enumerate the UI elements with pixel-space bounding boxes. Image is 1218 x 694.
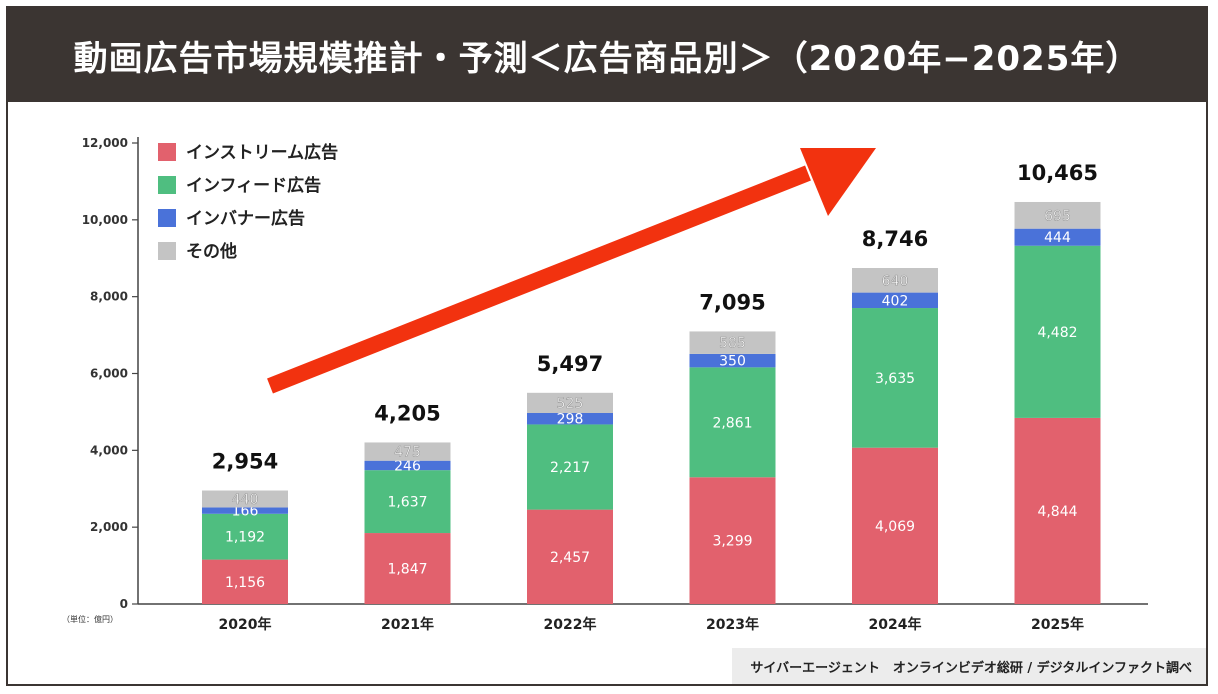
x-tick-label: 2025年: [1031, 616, 1084, 633]
bar-instream: [852, 447, 938, 604]
x-tick-label: 2020年: [219, 616, 272, 633]
x-tick-label: 2024年: [869, 616, 922, 633]
data-label-infeed: 1,192: [225, 530, 265, 546]
bar-other: [364, 442, 451, 461]
total-label: 10,465: [1017, 161, 1098, 185]
bar-instream: [202, 559, 288, 604]
bar-other: [1014, 201, 1101, 229]
source-note: サイバーエージェント オンラインビデオ総研 / デジタルインファクト調べ: [732, 648, 1206, 684]
bar-inbanner: [527, 412, 613, 425]
bar-inbanner: [1014, 228, 1101, 246]
data-label-infeed: 4,482: [1037, 325, 1077, 341]
bar-infeed: [1014, 245, 1101, 418]
data-label-infeed: 2,861: [712, 415, 752, 431]
legend-swatch-inbanner: [158, 209, 176, 227]
legend-label-instream: インストリーム広告: [186, 142, 338, 163]
bar-instream: [1014, 417, 1101, 604]
bar-instream: [527, 509, 613, 604]
bar-instream: [364, 533, 451, 604]
data-label-inbanner: 166: [232, 504, 259, 520]
y-tick-label: 6,000: [90, 367, 128, 381]
unit-label: （単位：億円）: [62, 614, 118, 624]
bar-inbanner: [689, 353, 776, 368]
x-tick-label: 2021年: [381, 616, 434, 633]
total-label: 2,954: [212, 450, 278, 474]
bar-infeed: [202, 513, 288, 560]
data-label-instream: 4,069: [875, 519, 915, 535]
data-label-infeed: 3,635: [875, 371, 915, 387]
data-label-other: 525: [557, 396, 584, 412]
bar-other: [527, 392, 613, 413]
legend-swatch-infeed: [158, 176, 176, 194]
bar-other: [852, 268, 938, 293]
data-label-other: 585: [719, 336, 746, 352]
title-bar: 動画広告市場規模推計・予測＜広告商品別＞（2020年−2025年）: [8, 8, 1206, 102]
y-tick-label: 0: [120, 597, 128, 611]
data-label-inbanner: 246: [394, 458, 421, 474]
data-label-other: 695: [1044, 208, 1071, 224]
data-label-infeed: 2,217: [550, 460, 590, 476]
legend-swatch-instream: [158, 143, 176, 161]
data-label-instream: 4,844: [1037, 504, 1077, 520]
data-label-instream: 1,847: [387, 562, 427, 578]
legend-swatch-other: [158, 242, 176, 260]
bar-other: [202, 490, 288, 508]
total-label: 5,497: [537, 352, 603, 376]
data-label-other: 640: [882, 273, 909, 289]
bar-infeed: [689, 367, 776, 478]
bar-infeed: [527, 424, 613, 510]
bar-infeed: [364, 470, 451, 534]
bar-layer: 1,1561,1921664402,9542020年1,8471,6372464…: [202, 161, 1101, 633]
data-label-infeed: 1,637: [387, 495, 427, 511]
bar-infeed: [852, 308, 938, 448]
total-label: 4,205: [374, 401, 440, 425]
trend-arrow: [267, 148, 876, 394]
data-label-instream: 3,299: [712, 534, 752, 550]
y-tick-label: 2,000: [90, 520, 128, 534]
x-tick-label: 2023年: [706, 616, 759, 633]
bar-other: [689, 331, 776, 354]
data-label-inbanner: 350: [719, 354, 746, 370]
total-label: 7,095: [699, 290, 765, 314]
legend-label-other: その他: [186, 241, 237, 262]
data-label-other: 475: [394, 445, 421, 461]
bar-chart: 0 2,000 4,000 6,000 8,000 10,000 12,000 （単位：億円）…: [62, 136, 1148, 633]
legend-label-inbanner: インバナー広告: [186, 208, 305, 229]
legend-label-infeed: インフィード広告: [186, 175, 321, 196]
data-label-instream: 1,156: [225, 575, 265, 591]
data-label-inbanner: 298: [557, 412, 584, 428]
bar-inbanner: [364, 460, 451, 471]
data-label-inbanner: 444: [1044, 230, 1071, 246]
y-tick-label: 8,000: [90, 290, 128, 304]
y-tick-label: 10,000: [82, 213, 128, 227]
y-tick-label: 12,000: [82, 136, 128, 150]
x-tick-label: 2022年: [544, 616, 597, 633]
y-tick-label: 4,000: [90, 443, 128, 457]
total-label: 8,746: [862, 227, 928, 251]
data-label-instream: 2,457: [550, 550, 590, 566]
data-label-inbanner: 402: [882, 293, 909, 309]
axis-layer: 0 2,000 4,000 6,000 8,000 10,000 12,000 （単位：億円）: [62, 136, 1148, 624]
bar-inbanner: [852, 292, 938, 309]
chart-title: 動画広告市場規模推計・予測＜広告商品別＞（2020年−2025年）: [73, 38, 1141, 79]
bar-inbanner: [202, 507, 288, 514]
bar-instream: [689, 477, 776, 604]
data-label-other: 440: [232, 492, 259, 508]
chart-frame: 動画広告市場規模推計・予測＜広告商品別＞（2020年−2025年） 0 2,000…: [6, 6, 1208, 686]
